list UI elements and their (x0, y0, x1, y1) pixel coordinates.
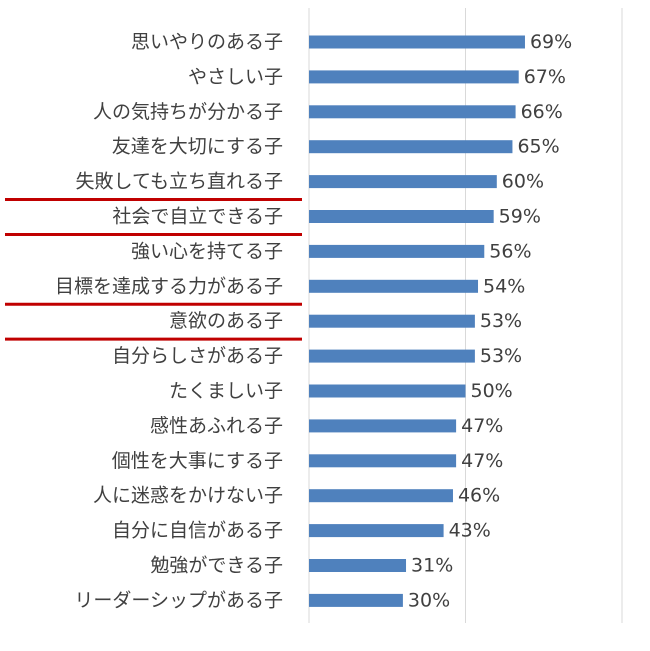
bar (309, 140, 513, 154)
value-label: 65% (517, 136, 559, 158)
category-label: たくましい子 (169, 380, 283, 402)
category-label: やさしい子 (188, 66, 283, 88)
category-label: 友達を大切にする子 (112, 136, 283, 158)
bar (309, 279, 479, 293)
category-label: 思いやりのある子 (131, 31, 283, 53)
category-label: 目標を達成する力がある子 (55, 275, 283, 297)
category-label: 勉強ができる子 (150, 555, 283, 577)
value-label: 43% (449, 520, 491, 542)
category-label: 人に迷惑をかけない子 (93, 485, 283, 507)
value-label: 60% (502, 171, 544, 193)
value-label: 47% (461, 450, 503, 472)
value-label: 31% (411, 555, 453, 577)
category-label: 失敗しても立ち直れる子 (76, 171, 283, 193)
bar (309, 593, 403, 607)
bar (309, 35, 525, 49)
category-label: 社会で自立できる子 (112, 206, 283, 228)
category-label: 感性あふれる子 (150, 415, 283, 437)
value-label: 66% (521, 101, 563, 123)
bar (309, 454, 457, 468)
value-label: 69% (530, 31, 572, 53)
category-label: 自分らしさがある子 (112, 345, 283, 367)
bar (309, 244, 485, 258)
value-labels: 69% 67% 66% 65% 60% 59% 56% 54% 53% 53% 50% 47% 47% 4… (408, 31, 572, 611)
bar (309, 524, 444, 538)
category-label: 強い心を持てる子 (131, 240, 283, 262)
bar (309, 210, 494, 223)
value-label: 53% (480, 310, 522, 332)
category-label: 自分に自信がある子 (112, 520, 283, 542)
category-label: 意欲のある子 (169, 310, 283, 332)
category-label: 個性を大事にする子 (112, 450, 283, 472)
value-label: 50% (471, 380, 513, 402)
value-label: 56% (489, 240, 531, 262)
bar (309, 105, 516, 119)
highlight-underlines (5, 198, 302, 341)
value-label: 54% (483, 275, 525, 297)
bar (309, 175, 497, 189)
value-label: 67% (524, 66, 566, 88)
bar (309, 349, 475, 363)
category-label: 人の気持ちが分かる子 (93, 101, 283, 123)
bar (309, 70, 519, 84)
bar (309, 419, 457, 433)
category-label: リーダーシップがある子 (74, 589, 283, 611)
bar (309, 314, 475, 328)
bar (309, 489, 453, 503)
bar (309, 559, 407, 572)
category-labels: 思いやりのある子やさしい子人の気持ちが分かる子友達を大切にする子失敗しても立ち直… (55, 31, 283, 611)
value-label: 30% (408, 589, 450, 611)
value-label: 46% (458, 485, 500, 507)
value-label: 47% (461, 415, 503, 437)
value-label: 53% (480, 345, 522, 367)
bars (309, 35, 525, 607)
bar (309, 384, 466, 398)
value-label: 59% (499, 206, 541, 228)
